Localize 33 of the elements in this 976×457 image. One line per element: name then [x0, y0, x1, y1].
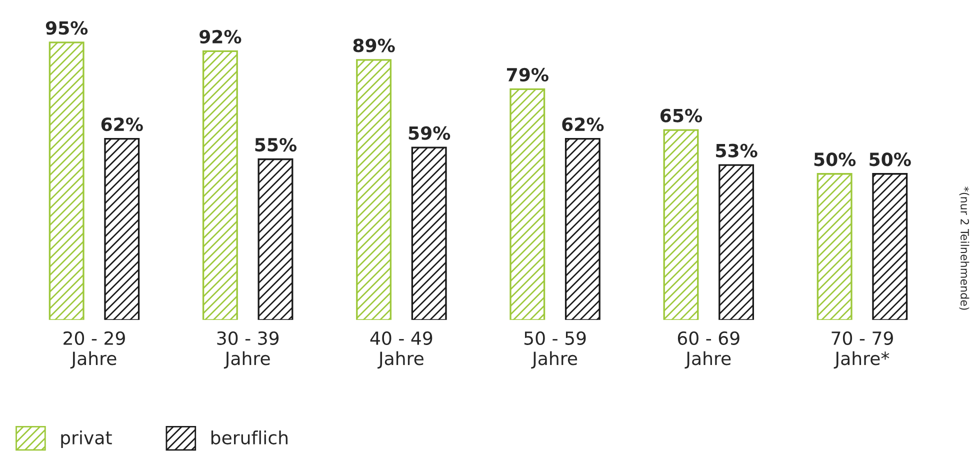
x-tick-label: 20 - 29 Jahre: [64, 331, 125, 369]
x-tick-label: 50 - 59 Jahre: [524, 331, 586, 369]
legend-label: beruflich: [211, 430, 288, 444]
bar: [872, 173, 908, 320]
bar: [411, 146, 447, 320]
x-tick-label: 70 - 79 Jahre*: [832, 331, 893, 369]
data-label: 65%: [660, 108, 702, 122]
data-label: 62%: [101, 117, 143, 132]
text: *(nur 2 Teilnehmende): [959, 186, 970, 310]
data-label: 55%: [255, 138, 297, 152]
x-tick-label: 40 - 49 Jahre: [370, 331, 432, 369]
legend-label: privat: [61, 430, 112, 448]
bar: [258, 158, 294, 320]
data-label: 95%: [46, 21, 88, 35]
x-tick-label: 60 - 69 Jahre: [678, 331, 740, 369]
data-label: 50%: [814, 152, 856, 166]
data-label: 50%: [870, 152, 911, 166]
data-label: 79%: [506, 68, 548, 82]
bar: [663, 129, 699, 320]
bar: [48, 42, 84, 320]
data-label: 62%: [562, 117, 604, 132]
data-label: 89%: [353, 38, 395, 52]
x-tick-label: 30 - 39 Jahre: [217, 331, 279, 369]
bar: [816, 173, 852, 320]
bar: [718, 164, 754, 320]
bar: [104, 138, 140, 320]
data-label: 53%: [716, 144, 758, 158]
bar: [202, 50, 238, 320]
data-label: 59%: [408, 126, 450, 140]
bar: [564, 138, 600, 320]
bar: [510, 88, 546, 320]
bar: [356, 59, 392, 320]
data-label: 92%: [200, 30, 242, 44]
